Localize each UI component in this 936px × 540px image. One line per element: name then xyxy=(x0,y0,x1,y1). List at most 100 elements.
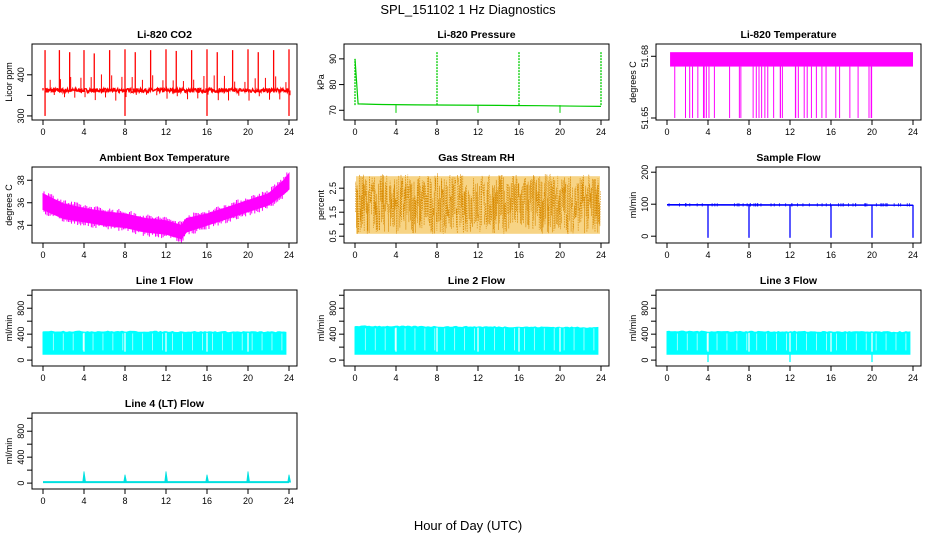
y-tick-label: 800 xyxy=(16,424,26,439)
x-tick-label: 0 xyxy=(352,250,357,260)
x-tick-label: 8 xyxy=(122,373,127,383)
y-tick-label: 1.5 xyxy=(328,206,338,219)
x-tick-label: 16 xyxy=(514,373,524,383)
y-tick-label: 800 xyxy=(328,301,338,316)
x-tick-label: 4 xyxy=(705,373,710,383)
x-tick-label: 20 xyxy=(243,127,253,137)
x-tick-label: 8 xyxy=(434,127,439,137)
series-area xyxy=(42,330,287,355)
y-tick-label: 200 xyxy=(640,165,650,180)
panel-6: Sample Flow ml/min 0 4 8 12 16 20 24 0 100 200 xyxy=(628,152,922,260)
y-tick-label: 0 xyxy=(328,358,338,363)
x-tick-label: 24 xyxy=(284,127,294,137)
x-tick-label: 12 xyxy=(161,127,171,137)
panel-10: Line 4 (LT) Flow ml/min 0 4 8 12 16 20 24 0 400 800 xyxy=(4,398,298,506)
x-tick-label: 0 xyxy=(40,250,45,260)
x-tick-label: 16 xyxy=(202,127,212,137)
x-tick-label: 12 xyxy=(161,496,171,506)
figure-title: SPL_151102 1 Hz Diagnostics xyxy=(380,2,556,17)
y-tick-label: 400 xyxy=(16,67,26,82)
spike-mark xyxy=(205,474,210,483)
x-tick-label: 20 xyxy=(555,373,565,383)
x-tick-label: 4 xyxy=(81,127,86,137)
x-tick-label: 12 xyxy=(161,250,171,260)
x-tick-label: 0 xyxy=(40,373,45,383)
figure-xlabel: Hour of Day (UTC) xyxy=(413,518,523,533)
x-tick-label: 16 xyxy=(514,250,524,260)
y-tick-label: 90 xyxy=(328,54,338,64)
panel-1: Li-820 CO2 Licor ppm 0 4 8 12 16 20 24 300 400 xyxy=(4,29,298,137)
panel-4: Ambient Box Temperature degrees C 0 4 8 12 16 2… xyxy=(4,152,298,260)
panel-9: Line 3 Flow ml/min 0 4 8 12 16 20 24 0 400 800 xyxy=(628,275,922,383)
x-tick-label: 12 xyxy=(785,373,795,383)
spike-mark xyxy=(164,471,168,483)
x-tick-label: 16 xyxy=(514,127,524,137)
y-axis-label: degrees C xyxy=(628,61,638,103)
x-tick-label: 24 xyxy=(596,250,606,260)
x-tick-label: 0 xyxy=(664,250,669,260)
y-axis-label: kPa xyxy=(316,74,326,90)
x-tick-label: 0 xyxy=(40,127,45,137)
x-tick-label: 4 xyxy=(393,373,398,383)
x-tick-label: 24 xyxy=(908,250,918,260)
x-tick-label: 20 xyxy=(867,127,877,137)
x-tick-label: 20 xyxy=(555,250,565,260)
panel-title: Gas Stream RH xyxy=(438,152,514,164)
x-tick-label: 24 xyxy=(908,127,918,137)
panel-title: Sample Flow xyxy=(756,152,821,164)
panel-title: Line 3 Flow xyxy=(760,275,818,287)
series-area xyxy=(666,330,911,355)
x-tick-label: 8 xyxy=(746,127,751,137)
x-tick-label: 8 xyxy=(434,250,439,260)
x-tick-label: 4 xyxy=(81,250,86,260)
series-band xyxy=(670,52,913,67)
spike-mark xyxy=(287,474,292,483)
x-tick-label: 20 xyxy=(555,127,565,137)
spike-mark xyxy=(123,474,128,483)
panel-2: Li-820 Pressure kPa 0 4 8 12 16 20 24 70 80 90 xyxy=(316,29,610,137)
x-tick-label: 20 xyxy=(867,373,877,383)
y-axis-label: degrees C xyxy=(4,184,14,226)
y-tick-label: 51.65 xyxy=(640,107,650,130)
x-tick-label: 16 xyxy=(826,250,836,260)
x-tick-label: 4 xyxy=(705,127,710,137)
plot-frame xyxy=(31,412,298,490)
x-tick-label: 12 xyxy=(785,127,795,137)
x-tick-label: 24 xyxy=(596,373,606,383)
plot-frame xyxy=(343,43,610,121)
x-tick-label: 24 xyxy=(284,250,294,260)
y-axis-label: ml/min xyxy=(628,192,638,219)
y-axis-label: ml/min xyxy=(316,315,326,342)
x-tick-label: 16 xyxy=(826,127,836,137)
y-tick-label: 34 xyxy=(16,220,26,230)
x-tick-label: 24 xyxy=(596,127,606,137)
x-tick-label: 20 xyxy=(243,496,253,506)
spike-mark xyxy=(246,471,250,483)
x-tick-label: 4 xyxy=(81,373,86,383)
x-tick-label: 8 xyxy=(122,127,127,137)
series-line xyxy=(355,172,601,234)
panel-title: Ambient Box Temperature xyxy=(99,152,230,164)
spike-mark xyxy=(82,471,86,483)
panel-title: Li-820 Pressure xyxy=(437,29,515,41)
x-tick-label: 16 xyxy=(826,373,836,383)
y-axis-label: Licor ppm xyxy=(4,62,14,102)
y-tick-label: 0 xyxy=(640,358,650,363)
x-tick-label: 20 xyxy=(867,250,877,260)
panel-7: Line 1 Flow ml/min 0 4 8 12 16 20 24 0 400 800 xyxy=(4,275,298,383)
panel-8: Line 2 Flow ml/min 0 4 8 12 16 20 24 0 400 800 xyxy=(316,275,610,383)
series-line xyxy=(45,85,290,95)
x-tick-label: 8 xyxy=(434,373,439,383)
y-tick-label: 0 xyxy=(640,234,650,239)
x-tick-label: 24 xyxy=(284,373,294,383)
x-tick-label: 0 xyxy=(352,373,357,383)
panel-title: Line 2 Flow xyxy=(448,275,506,287)
x-tick-label: 12 xyxy=(785,250,795,260)
y-tick-label: 80 xyxy=(328,80,338,90)
x-tick-label: 20 xyxy=(243,373,253,383)
panel-title: Li-820 CO2 xyxy=(137,29,192,41)
x-tick-label: 0 xyxy=(664,127,669,137)
y-tick-label: 800 xyxy=(640,301,650,316)
y-tick-label: 400 xyxy=(640,327,650,342)
